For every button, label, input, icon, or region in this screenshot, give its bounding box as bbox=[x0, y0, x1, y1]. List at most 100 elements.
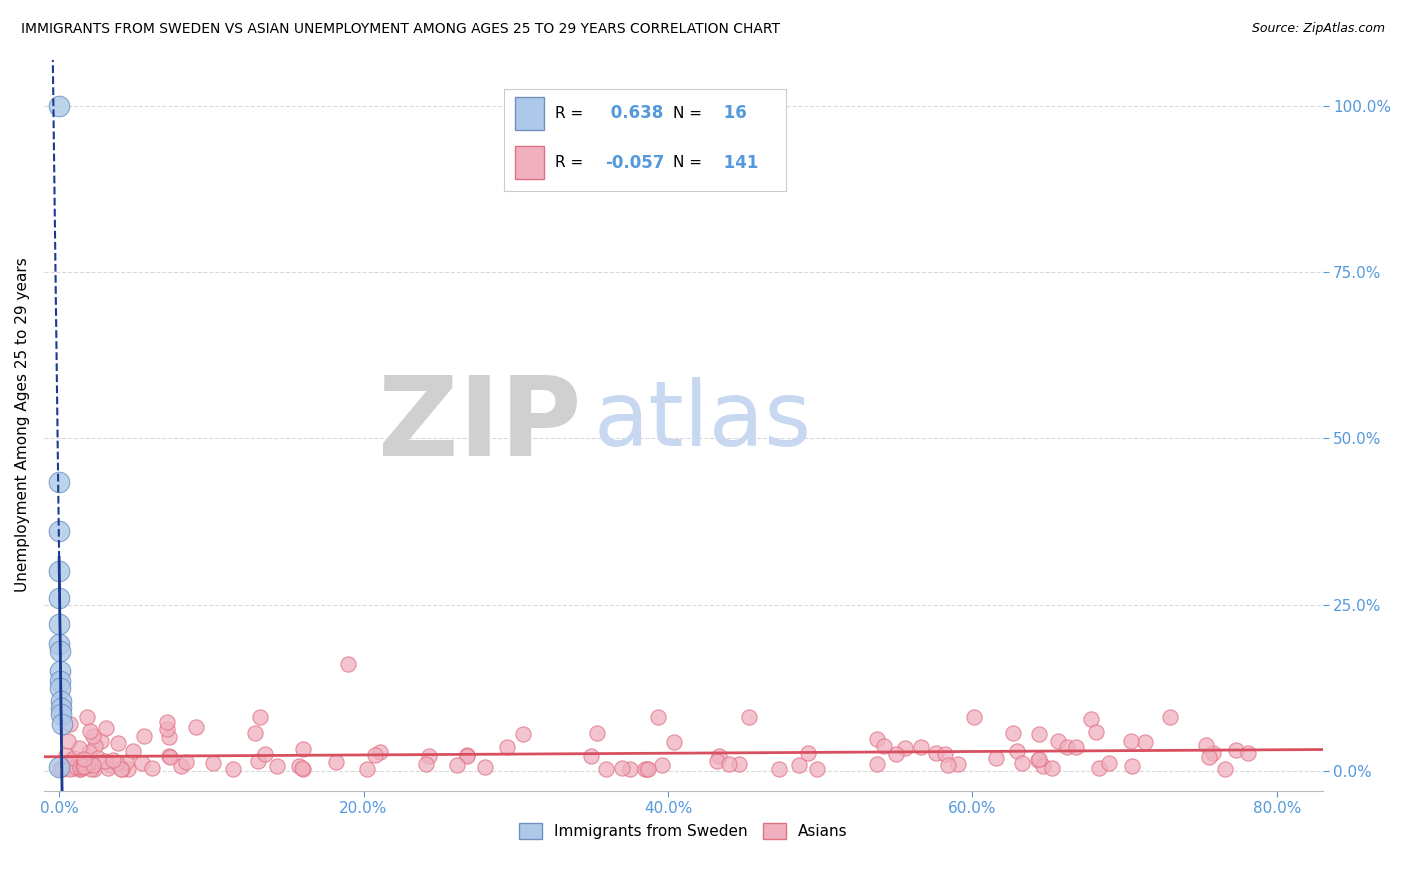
Point bbox=[49, 694, 72, 708]
Point bbox=[59, 716, 82, 731]
Point bbox=[48, 475, 70, 489]
Point bbox=[49, 762, 72, 776]
Point bbox=[76, 710, 98, 724]
Point bbox=[115, 755, 138, 769]
Point bbox=[718, 757, 741, 772]
Point bbox=[52, 761, 75, 775]
Point bbox=[1028, 752, 1050, 766]
Point bbox=[82, 758, 104, 772]
Point bbox=[963, 710, 986, 724]
Point bbox=[105, 756, 128, 770]
Point bbox=[63, 751, 86, 765]
Point bbox=[87, 751, 110, 765]
Point bbox=[1084, 725, 1107, 739]
Point bbox=[512, 726, 534, 740]
Point bbox=[62, 761, 84, 775]
Point bbox=[80, 756, 103, 771]
Point bbox=[612, 761, 634, 775]
Point bbox=[184, 720, 207, 734]
Point bbox=[789, 758, 811, 772]
Point bbox=[1201, 746, 1223, 760]
Point bbox=[291, 761, 314, 775]
Point bbox=[84, 739, 107, 753]
Point bbox=[247, 755, 270, 769]
Point bbox=[806, 762, 828, 776]
Point bbox=[370, 745, 392, 759]
Point bbox=[291, 762, 314, 776]
Point bbox=[243, 726, 266, 740]
Point bbox=[70, 755, 93, 769]
Point bbox=[156, 714, 179, 729]
Point bbox=[266, 758, 288, 772]
Point bbox=[134, 729, 156, 743]
Point bbox=[73, 756, 96, 770]
Point bbox=[201, 756, 224, 770]
Point bbox=[77, 758, 100, 772]
Point bbox=[60, 754, 83, 768]
Point bbox=[496, 739, 519, 754]
Point bbox=[254, 747, 277, 761]
Legend: Immigrants from Sweden, Asians: Immigrants from Sweden, Asians bbox=[513, 817, 853, 845]
Point bbox=[1225, 743, 1247, 757]
Point bbox=[49, 673, 72, 688]
Point bbox=[1026, 753, 1049, 767]
Point bbox=[337, 657, 360, 672]
Point bbox=[884, 747, 907, 761]
Point bbox=[48, 564, 70, 578]
Point bbox=[110, 762, 132, 776]
Text: Source: ZipAtlas.com: Source: ZipAtlas.com bbox=[1251, 22, 1385, 36]
Point bbox=[76, 757, 98, 772]
Point bbox=[356, 762, 378, 776]
Point bbox=[364, 748, 387, 763]
Point bbox=[1194, 738, 1216, 752]
Point bbox=[156, 722, 179, 736]
Point bbox=[728, 757, 751, 772]
Point bbox=[287, 759, 309, 773]
Point bbox=[48, 760, 70, 774]
Point bbox=[1064, 740, 1087, 755]
Point bbox=[107, 736, 129, 750]
Point bbox=[1213, 762, 1236, 776]
Point bbox=[619, 762, 641, 776]
Point bbox=[79, 723, 101, 738]
Point bbox=[77, 745, 100, 759]
Point bbox=[637, 762, 659, 776]
Y-axis label: Unemployment Among Ages 25 to 29 years: Unemployment Among Ages 25 to 29 years bbox=[15, 258, 30, 592]
Point bbox=[222, 762, 245, 776]
Point bbox=[894, 741, 917, 756]
Point bbox=[1046, 733, 1069, 747]
Point bbox=[72, 760, 94, 774]
Point bbox=[96, 721, 118, 735]
Point bbox=[1198, 750, 1220, 764]
Point bbox=[1236, 747, 1258, 761]
Point bbox=[1005, 744, 1028, 758]
Point bbox=[579, 748, 602, 763]
Point bbox=[98, 758, 121, 772]
Point bbox=[159, 750, 181, 764]
Point bbox=[866, 756, 889, 771]
Point bbox=[415, 757, 437, 772]
Point bbox=[1121, 759, 1143, 773]
Point bbox=[122, 744, 145, 758]
Point bbox=[157, 730, 180, 744]
Point bbox=[55, 747, 77, 762]
Point bbox=[1056, 740, 1078, 755]
Point bbox=[48, 637, 70, 651]
Point bbox=[706, 754, 728, 768]
Point bbox=[49, 700, 72, 714]
Point bbox=[48, 664, 70, 678]
Point bbox=[873, 739, 896, 753]
Point bbox=[651, 758, 673, 772]
Text: IMMIGRANTS FROM SWEDEN VS ASIAN UNEMPLOYMENT AMONG AGES 25 TO 29 YEARS CORRELATI: IMMIGRANTS FROM SWEDEN VS ASIAN UNEMPLOY… bbox=[21, 22, 780, 37]
Text: atlas: atlas bbox=[593, 377, 811, 466]
Point bbox=[48, 99, 70, 113]
Point bbox=[65, 760, 87, 774]
Point bbox=[768, 762, 790, 776]
Point bbox=[117, 762, 139, 776]
Point bbox=[738, 710, 761, 724]
Point bbox=[647, 710, 669, 724]
Point bbox=[249, 710, 271, 724]
Point bbox=[1032, 759, 1054, 773]
Point bbox=[910, 740, 932, 755]
Point bbox=[637, 762, 659, 776]
